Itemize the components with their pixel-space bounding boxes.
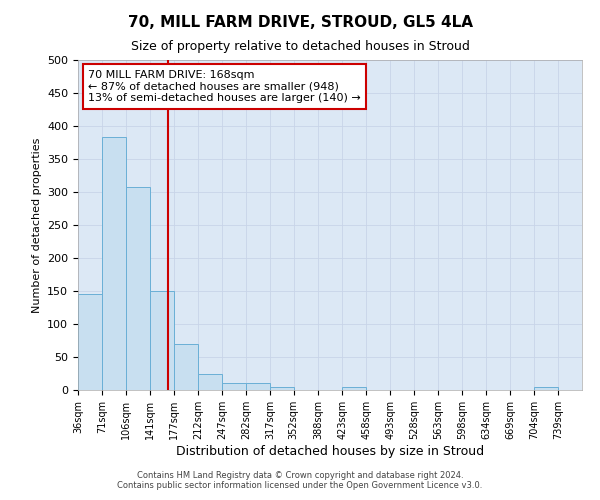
Text: 70 MILL FARM DRIVE: 168sqm
← 87% of detached houses are smaller (948)
13% of sem: 70 MILL FARM DRIVE: 168sqm ← 87% of deta… bbox=[88, 70, 361, 103]
Bar bbox=[102, 137, 126, 390]
Bar bbox=[534, 386, 558, 390]
Text: 70, MILL FARM DRIVE, STROUD, GL5 4LA: 70, MILL FARM DRIVE, STROUD, GL5 4LA bbox=[128, 15, 473, 30]
Bar bbox=[78, 294, 102, 390]
X-axis label: Distribution of detached houses by size in Stroud: Distribution of detached houses by size … bbox=[176, 444, 484, 458]
Text: Size of property relative to detached houses in Stroud: Size of property relative to detached ho… bbox=[131, 40, 469, 53]
Bar bbox=[126, 188, 150, 390]
Bar bbox=[342, 386, 366, 390]
Y-axis label: Number of detached properties: Number of detached properties bbox=[32, 138, 41, 312]
Bar bbox=[222, 384, 246, 390]
Bar bbox=[246, 384, 270, 390]
Text: Contains HM Land Registry data © Crown copyright and database right 2024.
Contai: Contains HM Land Registry data © Crown c… bbox=[118, 470, 482, 490]
Bar bbox=[270, 386, 294, 390]
Bar bbox=[198, 374, 222, 390]
Bar bbox=[174, 344, 198, 390]
Bar bbox=[150, 291, 174, 390]
